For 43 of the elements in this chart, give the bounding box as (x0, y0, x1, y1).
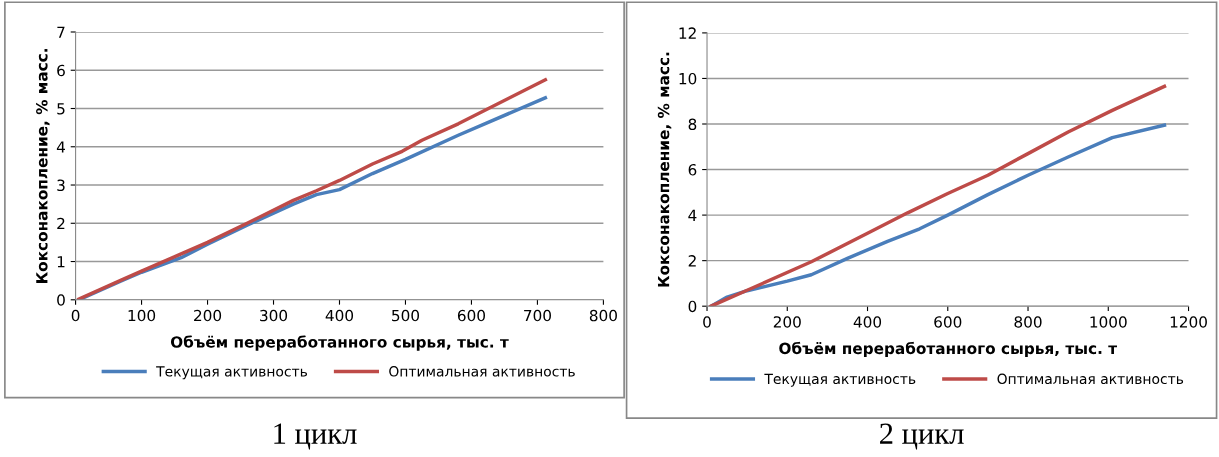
x-tick-label: 200 (773, 316, 801, 328)
legend-label: Оптимальная активность (997, 373, 1184, 385)
x-tick-label: 700 (524, 309, 551, 322)
y-tick-label: 2 (688, 255, 696, 267)
y-tick-label: 2 (57, 217, 65, 230)
x-tick-label: 800 (589, 309, 617, 322)
legend-label: Текущая активность (156, 366, 308, 380)
y-tick-label: 3 (57, 179, 65, 192)
x-tick-label: 400 (325, 309, 354, 322)
x-axis-title: Объём переработанного сырья, тыс. т (779, 341, 1117, 358)
text: 1 цикл (274, 423, 357, 450)
line-series (709, 84, 1167, 307)
line-series (709, 123, 1167, 307)
text: 2 цикл (880, 423, 964, 450)
x-tick-label: 200 (194, 309, 222, 322)
y-tick-label: 4 (688, 209, 697, 221)
x-tick-label: 0 (71, 309, 80, 322)
y-tick-label: 5 (57, 103, 65, 115)
y-axis-title: Коксонакопление, % масс. (657, 52, 672, 287)
x-axis-title: Объём переработанного сырья, тыс. т (170, 335, 509, 351)
y-tick-label: 0 (688, 300, 697, 313)
y-tick-label: 6 (688, 164, 697, 176)
y-tick-label: 6 (57, 64, 65, 77)
x-tick-label: 400 (853, 316, 882, 328)
x-tick-label: 0 (703, 316, 711, 328)
legend-label: Текущая активность (764, 373, 916, 387)
x-tick-label: 500 (392, 309, 420, 322)
x-tick-label: 600 (457, 309, 486, 322)
legend-label: Оптимальная активность (389, 366, 575, 377)
x-tick-label: 100 (128, 309, 156, 322)
y-tick-label: 1 (57, 256, 65, 268)
x-tick-label: 1200 (1170, 316, 1207, 328)
x-tick-label: 600 (934, 316, 962, 328)
x-tick-label: 300 (260, 309, 288, 322)
y-tick-label: 0 (57, 294, 65, 306)
y-axis-title: Коксонакопление, % масс. (36, 49, 50, 283)
x-tick-label: 800 (1014, 316, 1042, 328)
y-tick-label: 8 (688, 118, 697, 131)
y-tick-label: 7 (57, 26, 65, 38)
y-tick-label: 12 (679, 27, 696, 39)
y-tick-label: 4 (56, 141, 65, 153)
y-tick-label: 10 (679, 72, 697, 85)
x-tick-label: 1000 (1090, 316, 1127, 328)
